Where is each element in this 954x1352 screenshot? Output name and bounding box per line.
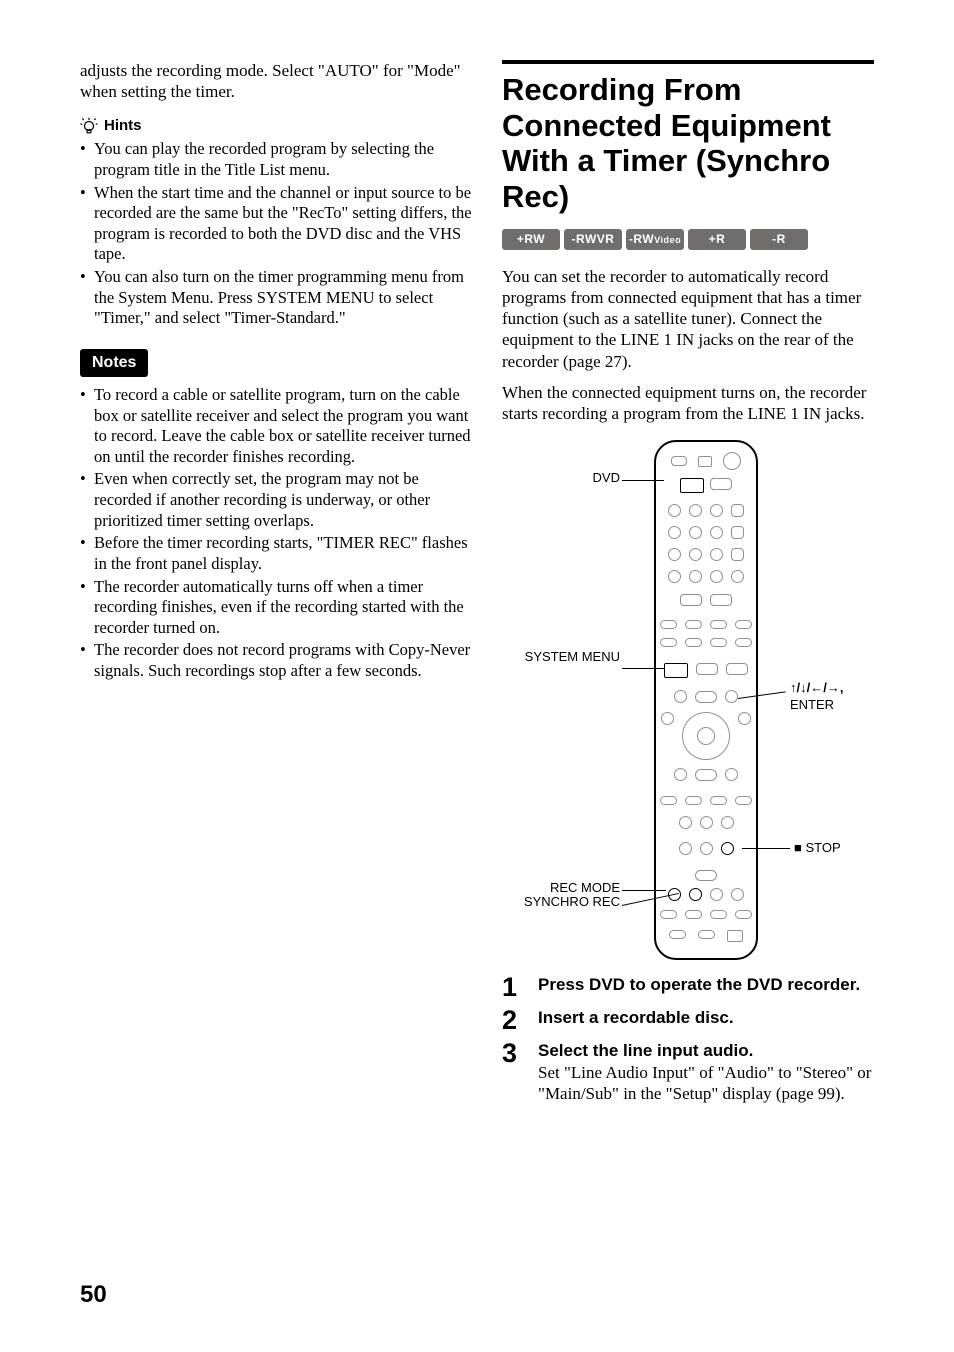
callout-dvd: DVD (502, 470, 620, 486)
step-heading: Select the line input audio. (538, 1040, 874, 1061)
note-item: Before the timer recording starts, "TIME… (80, 533, 478, 574)
steps-list: Press DVD to operate the DVD recorder. I… (502, 974, 874, 1104)
remote-outline (654, 440, 758, 960)
step-item: Insert a recordable disc. (502, 1007, 874, 1034)
disc-badges: +RW -RWVR -RWVideo +R -R (502, 229, 874, 250)
badge-plus-r: +R (688, 229, 746, 250)
notes-heading: Notes (80, 349, 148, 377)
hint-item: When the start time and the channel or i… (80, 183, 478, 266)
badge-plus-rw: +RW (502, 229, 560, 250)
step-body: Set "Line Audio Input" of "Audio" to "St… (538, 1062, 874, 1105)
step-heading: Insert a recordable disc. (538, 1007, 734, 1028)
step-item: Select the line input audio. Set "Line A… (502, 1040, 874, 1104)
badge-minus-r: -R (750, 229, 808, 250)
right-para-2: When the connected equipment turns on, t… (502, 382, 874, 425)
page-number: 50 (80, 1280, 107, 1310)
note-item: The recorder automatically turns off whe… (80, 577, 478, 639)
badge-minus-rwvr: -RWVR (564, 229, 622, 250)
left-column: adjusts the recording mode. Select "AUTO… (80, 60, 478, 1110)
notes-list: To record a cable or satellite program, … (80, 385, 478, 682)
note-item: To record a cable or satellite program, … (80, 385, 478, 468)
hint-icon (80, 117, 98, 135)
hint-item: You can also turn on the timer programmi… (80, 267, 478, 329)
hints-label: Hints (104, 117, 142, 136)
callout-system-menu: SYSTEM MENU (502, 650, 620, 664)
callout-synchro-rec: SYNCHRO REC (502, 895, 620, 909)
callout-arrows-enter: ↑/↓/←/→, ENTER (790, 680, 843, 713)
section-title: Recording From Connected Equipment With … (502, 72, 874, 215)
note-item: Even when correctly set, the program may… (80, 469, 478, 531)
right-column: Recording From Connected Equipment With … (502, 60, 874, 1110)
hints-header: Hints (80, 117, 478, 136)
callout-stop: ■ STOP (794, 840, 841, 856)
section-rule (502, 60, 874, 64)
remote-diagram: DVD SYSTEM MENU REC MODE SYNCHRO REC ↑/↓… (502, 440, 874, 960)
badge-minus-rw-video: -RWVideo (626, 229, 684, 250)
hints-list: You can play the recorded program by sel… (80, 139, 478, 329)
step-heading: Press DVD to operate the DVD recorder. (538, 974, 860, 995)
intro-para: adjusts the recording mode. Select "AUTO… (80, 60, 478, 103)
hint-item: You can play the recorded program by sel… (80, 139, 478, 180)
right-para-1: You can set the recorder to automaticall… (502, 266, 874, 372)
note-item: The recorder does not record programs wi… (80, 640, 478, 681)
step-item: Press DVD to operate the DVD recorder. (502, 974, 874, 1001)
